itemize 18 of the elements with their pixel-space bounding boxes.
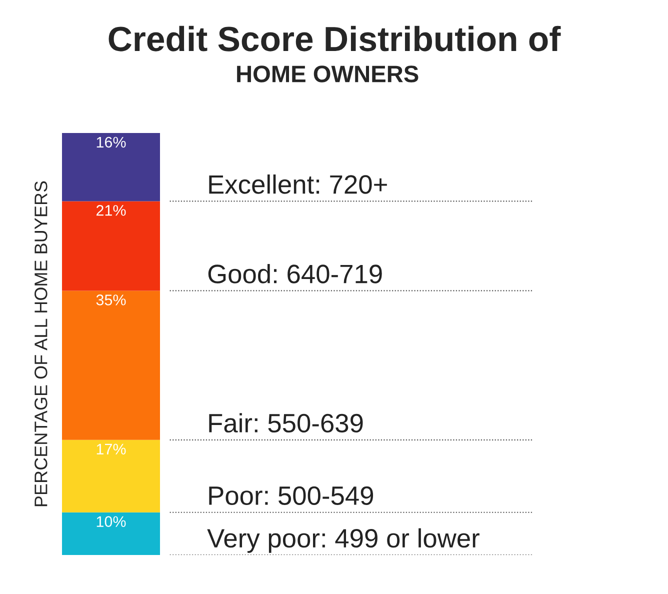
data-label: 17% [96,444,126,454]
y-axis-title: PERCENTAGE OF ALL HOME BUYERS [34,181,48,506]
bar [62,440,160,512]
series-label: Very poor: 499 or lower [207,528,480,553]
bar [62,290,160,440]
bar [62,133,160,202]
data-label: 21% [96,205,126,216]
series-label: Poor: 500-549 [209,486,374,506]
bar [62,512,160,555]
series-label: Fair: 550-639 [209,413,363,433]
series-label: Good: 640-719 [208,264,382,284]
text: HOME OWNERS [237,66,418,82]
data-label: 10% [96,516,126,528]
bar [62,201,160,291]
series-label: Excellent: 720+ [209,174,387,194]
data-label: 16% [96,136,126,148]
data-label: 35% [96,294,126,306]
text: Credit Score Distribution of [108,26,561,52]
